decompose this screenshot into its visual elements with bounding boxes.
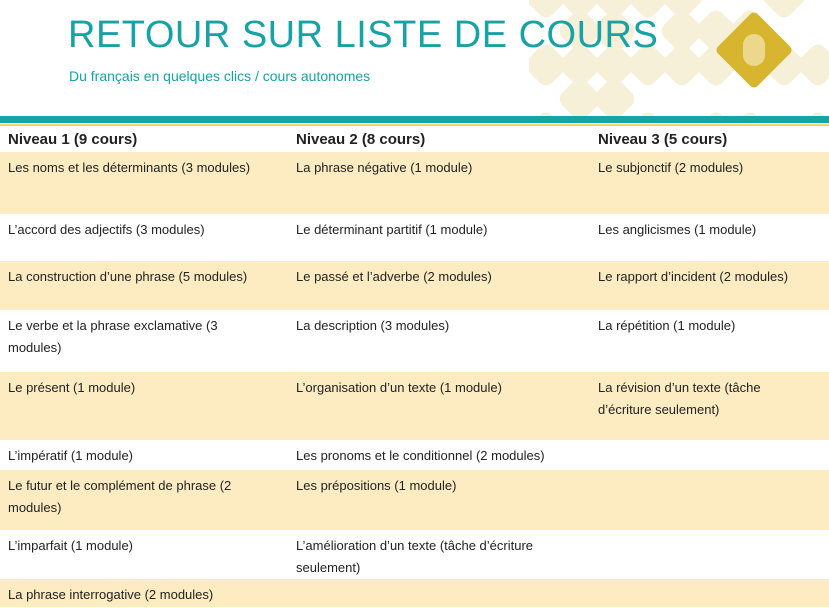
header-level-1: Niveau 1 (9 cours): [0, 127, 288, 152]
course-cell-level-3: [590, 440, 829, 470]
course-label[interactable]: Le subjonctif (2 modules): [598, 157, 798, 179]
course-cell-level-3: Les anglicismes (1 module): [590, 214, 829, 261]
course-label[interactable]: La répétition (1 module): [598, 315, 798, 337]
course-label[interactable]: L’impératif (1 module): [8, 445, 238, 467]
course-cell-level-1: La phrase interrogative (2 modules): [0, 579, 288, 607]
table-row: Le présent (1 module) L’organisation d’un…: [0, 372, 829, 440]
course-label[interactable]: L’imparfait (1 module): [8, 535, 238, 557]
course-label[interactable]: Le passé et l’adverbe (2 modules): [296, 266, 536, 288]
course-cell-level-2: La description (3 modules): [288, 310, 590, 372]
course-cell-level-1: Le présent (1 module): [0, 372, 288, 440]
table-row: Le verbe et la phrase exclamative (3 mod…: [0, 310, 829, 372]
course-cell-level-2: La phrase négative (1 module): [288, 152, 590, 214]
course-cell-level-3: [590, 579, 829, 607]
course-cell-level-2: Les prépositions (1 module): [288, 470, 590, 530]
course-label[interactable]: Le présent (1 module): [8, 377, 238, 399]
course-label[interactable]: L’amélioration d’un texte (tâche d’écrit…: [296, 535, 576, 579]
pattern-tile: [760, 0, 808, 21]
course-cell-level-1: La construction d’une phrase (5 modules): [0, 261, 288, 310]
course-label[interactable]: Les noms et les déterminants (3 modules): [8, 157, 278, 179]
course-cell-level-3: La révision d’un texte (tâche d’écriture…: [590, 372, 829, 440]
header-level-3: Niveau 3 (5 cours): [590, 127, 829, 152]
course-cell-level-2: Le passé et l’adverbe (2 modules): [288, 261, 590, 310]
course-label[interactable]: L’accord des adjectifs (3 modules): [8, 219, 278, 241]
table-row: L’accord des adjectifs (3 modules) Le dét…: [0, 214, 829, 261]
course-cell-level-3: [590, 470, 829, 530]
course-label[interactable]: La révision d’un texte (tâche d’écriture…: [598, 377, 798, 421]
course-cell-level-2: L’organisation d’un texte (1 module): [288, 372, 590, 440]
course-cell-level-2: L’amélioration d’un texte (tâche d’écrit…: [288, 530, 590, 579]
course-cell-level-2: Les pronoms et le conditionnel (2 module…: [288, 440, 590, 470]
course-label[interactable]: Les anglicismes (1 module): [598, 219, 798, 241]
table-header-row: Niveau 1 (9 cours) Niveau 2 (8 cours) Ni…: [0, 127, 829, 152]
course-label[interactable]: La construction d’une phrase (5 modules): [8, 266, 280, 288]
course-cell-level-2: Le déterminant partitif (1 module): [288, 214, 590, 261]
course-label[interactable]: L’organisation d’un texte (1 module): [296, 377, 536, 399]
pattern-tile: [794, 41, 829, 89]
course-label[interactable]: La description (3 modules): [296, 315, 536, 337]
divider: [0, 116, 829, 123]
course-label[interactable]: Le futur et le complément de phrase (2 m…: [8, 475, 258, 519]
course-label[interactable]: La phrase négative (1 module): [296, 157, 536, 179]
course-cell-level-3: La répétition (1 module): [590, 310, 829, 372]
table-row: La phrase interrogative (2 modules): [0, 579, 829, 607]
course-cell-level-1: Le futur et le complément de phrase (2 m…: [0, 470, 288, 530]
table-row: L’impératif (1 module) Les pronoms et le …: [0, 440, 829, 470]
page-title: RETOUR SUR LISTE DE COURS: [68, 14, 658, 57]
table-row: L’imparfait (1 module) L’amélioration d’u…: [0, 530, 829, 579]
course-cell-level-1: Le verbe et la phrase exclamative (3 mod…: [0, 310, 288, 372]
course-cell-level-1: L’accord des adjectifs (3 modules): [0, 214, 288, 261]
table-row: Les noms et les déterminants (3 modules)…: [0, 152, 829, 214]
course-label[interactable]: La phrase interrogative (2 modules): [8, 584, 280, 606]
header-level-2: Niveau 2 (8 cours): [288, 127, 590, 152]
course-cell-level-1: Les noms et les déterminants (3 modules): [0, 152, 288, 214]
course-cell-level-3: Le rapport d’incident (2 modules): [590, 261, 829, 310]
course-table: Niveau 1 (9 cours) Niveau 2 (8 cours) Ni…: [0, 127, 829, 607]
course-label[interactable]: Les pronoms et le conditionnel (2 module…: [296, 445, 582, 467]
table-row: La construction d’une phrase (5 modules)…: [0, 261, 829, 310]
course-label[interactable]: Le rapport d’incident (2 modules): [598, 266, 821, 288]
course-label[interactable]: Les prépositions (1 module): [296, 475, 536, 497]
page-subtitle: Du français en quelques clics / cours au…: [69, 68, 370, 84]
course-cell-level-1: L’impératif (1 module): [0, 440, 288, 470]
divider-accent: [0, 124, 829, 126]
course-cell-level-2: [288, 579, 590, 607]
course-label[interactable]: Le verbe et la phrase exclamative (3 mod…: [8, 315, 238, 359]
course-cell-level-1: L’imparfait (1 module): [0, 530, 288, 579]
course-cell-level-3: Le subjonctif (2 modules): [590, 152, 829, 214]
table-row: Le futur et le complément de phrase (2 m…: [0, 470, 829, 530]
course-label[interactable]: Le déterminant partitif (1 module): [296, 219, 536, 241]
course-cell-level-3: [590, 530, 829, 579]
